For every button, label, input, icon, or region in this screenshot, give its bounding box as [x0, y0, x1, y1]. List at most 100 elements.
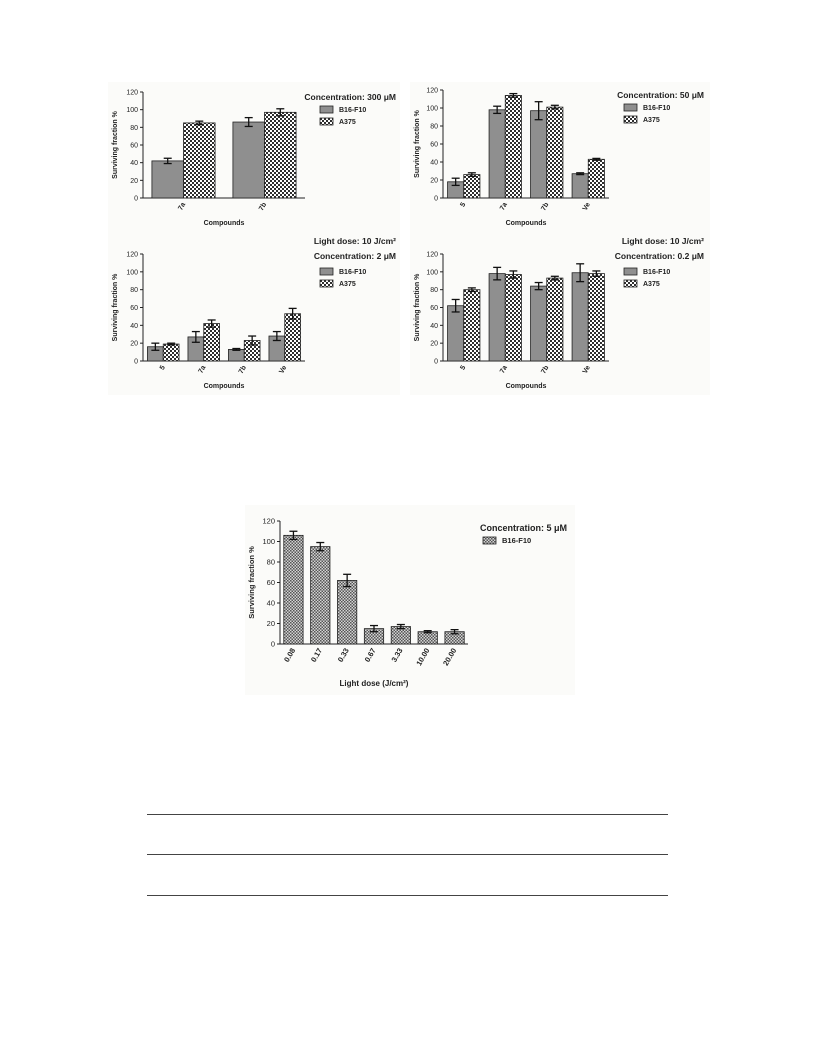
y-axis-label: Surviving fraction % [247, 546, 256, 619]
chart-light-dose-5um: 0 20 40 60 80 100 120 Surviving fraction % 0.08 0… [247, 517, 567, 689]
x-tick-label: 7b [540, 365, 550, 376]
y-tick-label: 0 [271, 640, 275, 649]
legend-swatch [319, 105, 334, 114]
x-axis-label: Compounds [506, 383, 547, 390]
chart-light-0-2um: 0 20 40 60 80 100 120 Surviving fraction % 5 7a 7b… [414, 236, 704, 390]
x-tick-label: 7b [258, 202, 268, 213]
bar [284, 313, 301, 362]
x-tick-label: 7b [238, 365, 248, 376]
legend-swatch [623, 103, 638, 112]
chart-title: Concentration: 50 μM [617, 90, 704, 100]
bar [162, 343, 180, 362]
bar [447, 305, 465, 362]
chart-panel-3: 0 20 40 60 80 100 120 Surviving fraction % 5 7a 7b… [108, 232, 400, 395]
y-tick-label: 100 [426, 269, 438, 276]
table-rule-top [147, 814, 668, 815]
y-tick-label: 100 [126, 269, 138, 276]
y-tick-label: 60 [130, 143, 138, 150]
bar [417, 631, 438, 645]
legend-label: B16-F10 [339, 107, 366, 114]
x-tick-label: Ve [278, 364, 288, 375]
y-tick-label: 20 [130, 341, 138, 348]
legend-swatch [482, 536, 497, 545]
y-tick-label: 100 [262, 537, 275, 546]
bar [232, 121, 265, 199]
x-axis-label: Compounds [506, 220, 547, 227]
legend-label: B16-F10 [502, 536, 531, 545]
legend-label: B16-F10 [643, 105, 670, 112]
bar [337, 580, 358, 645]
x-tick-label: 0.08 [282, 647, 297, 664]
chart-panel-5: 0 20 40 60 80 100 120 Surviving fraction % 0.08 0… [245, 505, 575, 695]
chart-panel-4: 0 20 40 60 80 100 120 Surviving fraction % 5 7a 7b… [410, 232, 710, 395]
bar [546, 277, 564, 362]
legend-swatch [319, 279, 334, 288]
y-tick-label: 0 [434, 359, 438, 366]
bar [571, 173, 589, 199]
legend-swatch [319, 267, 334, 276]
y-axis-label: Surviving fraction % [112, 273, 119, 341]
x-tick-label: 5 [459, 201, 467, 208]
legend-label: B16-F10 [339, 269, 366, 276]
bar [228, 349, 245, 362]
chart-50um: 0 20 40 60 80 100 120 Surviving fraction % 5 7a 7b… [414, 88, 704, 228]
x-tick-label: 7a [177, 201, 187, 211]
chart-title: Concentration: 300 μM [304, 92, 396, 102]
bar [463, 289, 481, 362]
chart-300um: 0 20 40 60 80 100 120 Surviving fraction % 7a 7b C… [112, 90, 396, 228]
bar [571, 272, 589, 362]
x-tick-label: 7b [540, 202, 550, 213]
x-tick-label: 3.33 [389, 647, 404, 664]
chart-light-2um: 0 20 40 60 80 100 120 Surviving fraction % 5 7a 7b… [112, 236, 396, 390]
chart-panel-1: 0 20 40 60 80 100 120 Surviving fraction % 7a 7b C… [108, 82, 400, 232]
bar [283, 534, 304, 645]
legend-swatch [623, 267, 638, 276]
bar [463, 174, 481, 199]
y-tick-label: 100 [426, 106, 438, 113]
bar [504, 274, 522, 362]
x-tick-label: 7a [499, 201, 509, 211]
chart-title: Concentration: 5 μM [480, 523, 567, 533]
legend-swatch [623, 115, 638, 124]
legend-label: A375 [643, 117, 660, 124]
y-tick-label: 60 [130, 305, 138, 312]
bar [264, 111, 297, 199]
legend-label: B16-F10 [643, 269, 670, 276]
bar [183, 122, 216, 199]
y-tick-label: 0 [134, 196, 138, 203]
y-tick-label: 40 [130, 160, 138, 167]
y-tick-label: 20 [130, 178, 138, 185]
y-tick-label: 80 [267, 558, 275, 567]
x-tick-label: 0.33 [336, 647, 351, 664]
y-tick-label: 40 [130, 323, 138, 330]
bar [587, 273, 605, 362]
bar [488, 109, 506, 199]
chart-title: Light dose: 10 J/cm² [314, 236, 396, 246]
bar [530, 110, 548, 199]
legend-label: A375 [339, 281, 356, 288]
x-tick-label: 5 [459, 364, 467, 371]
y-tick-label: 40 [430, 160, 438, 167]
y-tick-label: 60 [267, 578, 275, 587]
legend-swatch [319, 117, 334, 126]
y-tick-label: 60 [430, 305, 438, 312]
bar [504, 94, 522, 199]
y-tick-label: 120 [426, 252, 438, 259]
bar [310, 546, 331, 645]
x-tick-label: Ve [582, 364, 592, 375]
y-tick-label: 40 [267, 599, 275, 608]
y-tick-label: 40 [430, 323, 438, 330]
chart-title: Concentration: 0.2 μM [615, 251, 704, 261]
y-tick-label: 20 [267, 619, 275, 628]
legend-label: A375 [339, 119, 356, 126]
chart-title: Concentration: 2 μM [314, 251, 396, 261]
y-axis-label: Surviving fraction % [414, 109, 421, 177]
y-tick-label: 80 [130, 125, 138, 132]
table-rule-bottom [147, 895, 668, 896]
y-tick-label: 0 [134, 359, 138, 366]
bar [488, 273, 506, 362]
y-tick-label: 80 [430, 124, 438, 131]
y-tick-label: 120 [426, 88, 438, 95]
x-tick-label: 7a [198, 364, 208, 374]
